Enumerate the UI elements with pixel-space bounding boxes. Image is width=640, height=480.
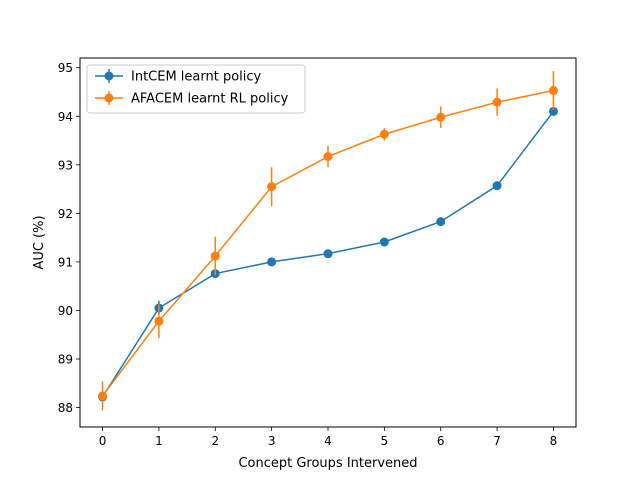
y-tick-label: 90 xyxy=(58,304,73,318)
data-point xyxy=(492,97,502,107)
legend-item: IntCEM learnt policy xyxy=(95,69,262,85)
x-axis-label: Concept Groups Intervened xyxy=(238,456,417,471)
x-tick-label: 6 xyxy=(437,434,445,448)
data-point xyxy=(379,129,389,139)
legend-box xyxy=(86,64,306,114)
x-tick-label: 1 xyxy=(155,434,163,448)
y-axis-label: AUC (%) xyxy=(32,215,47,269)
y-tick-label: 91 xyxy=(58,255,73,269)
y-tick-label: 94 xyxy=(58,110,73,124)
series-2 xyxy=(98,71,558,411)
x-tick-label: 0 xyxy=(99,434,107,448)
y-tick-label: 95 xyxy=(58,61,73,75)
data-point xyxy=(323,152,333,162)
x-tick-label: 7 xyxy=(493,434,501,448)
x-tick-label: 3 xyxy=(268,434,276,448)
y-tick-label: 88 xyxy=(58,401,73,415)
data-point xyxy=(379,237,389,247)
legend-item: AFACEM learnt RL policy xyxy=(95,91,289,107)
data-point xyxy=(267,182,277,192)
legend-marker xyxy=(104,93,114,103)
data-point xyxy=(548,106,558,116)
y-tick-label: 89 xyxy=(58,353,73,367)
legend-label: AFACEM learnt RL policy xyxy=(131,92,289,107)
data-point xyxy=(436,112,446,122)
x-tick-label: 2 xyxy=(211,434,219,448)
y-axis-ticks: 88 89 90 91 92 93 94 95 xyxy=(58,61,80,415)
data-point xyxy=(436,217,446,227)
x-tick-label: 5 xyxy=(381,434,389,448)
data-point xyxy=(548,86,558,96)
data-point xyxy=(267,257,277,267)
data-point xyxy=(154,316,164,326)
legend-marker xyxy=(104,71,114,81)
data-point xyxy=(492,181,502,191)
data-point xyxy=(98,391,108,401)
x-axis-ticks: 0 1 2 3 4 5 6 7 8 xyxy=(99,427,558,448)
y-tick-label: 92 xyxy=(58,207,73,221)
y-tick-label: 93 xyxy=(58,158,73,172)
legend-label: IntCEM learnt policy xyxy=(131,70,262,85)
x-tick-label: 8 xyxy=(550,434,558,448)
x-tick-label: 4 xyxy=(324,434,332,448)
data-point xyxy=(323,249,333,259)
data-point xyxy=(210,251,220,261)
series-layer xyxy=(98,71,558,411)
legend: IntCEM learnt policy AFACEM learnt RL pol… xyxy=(86,64,306,114)
